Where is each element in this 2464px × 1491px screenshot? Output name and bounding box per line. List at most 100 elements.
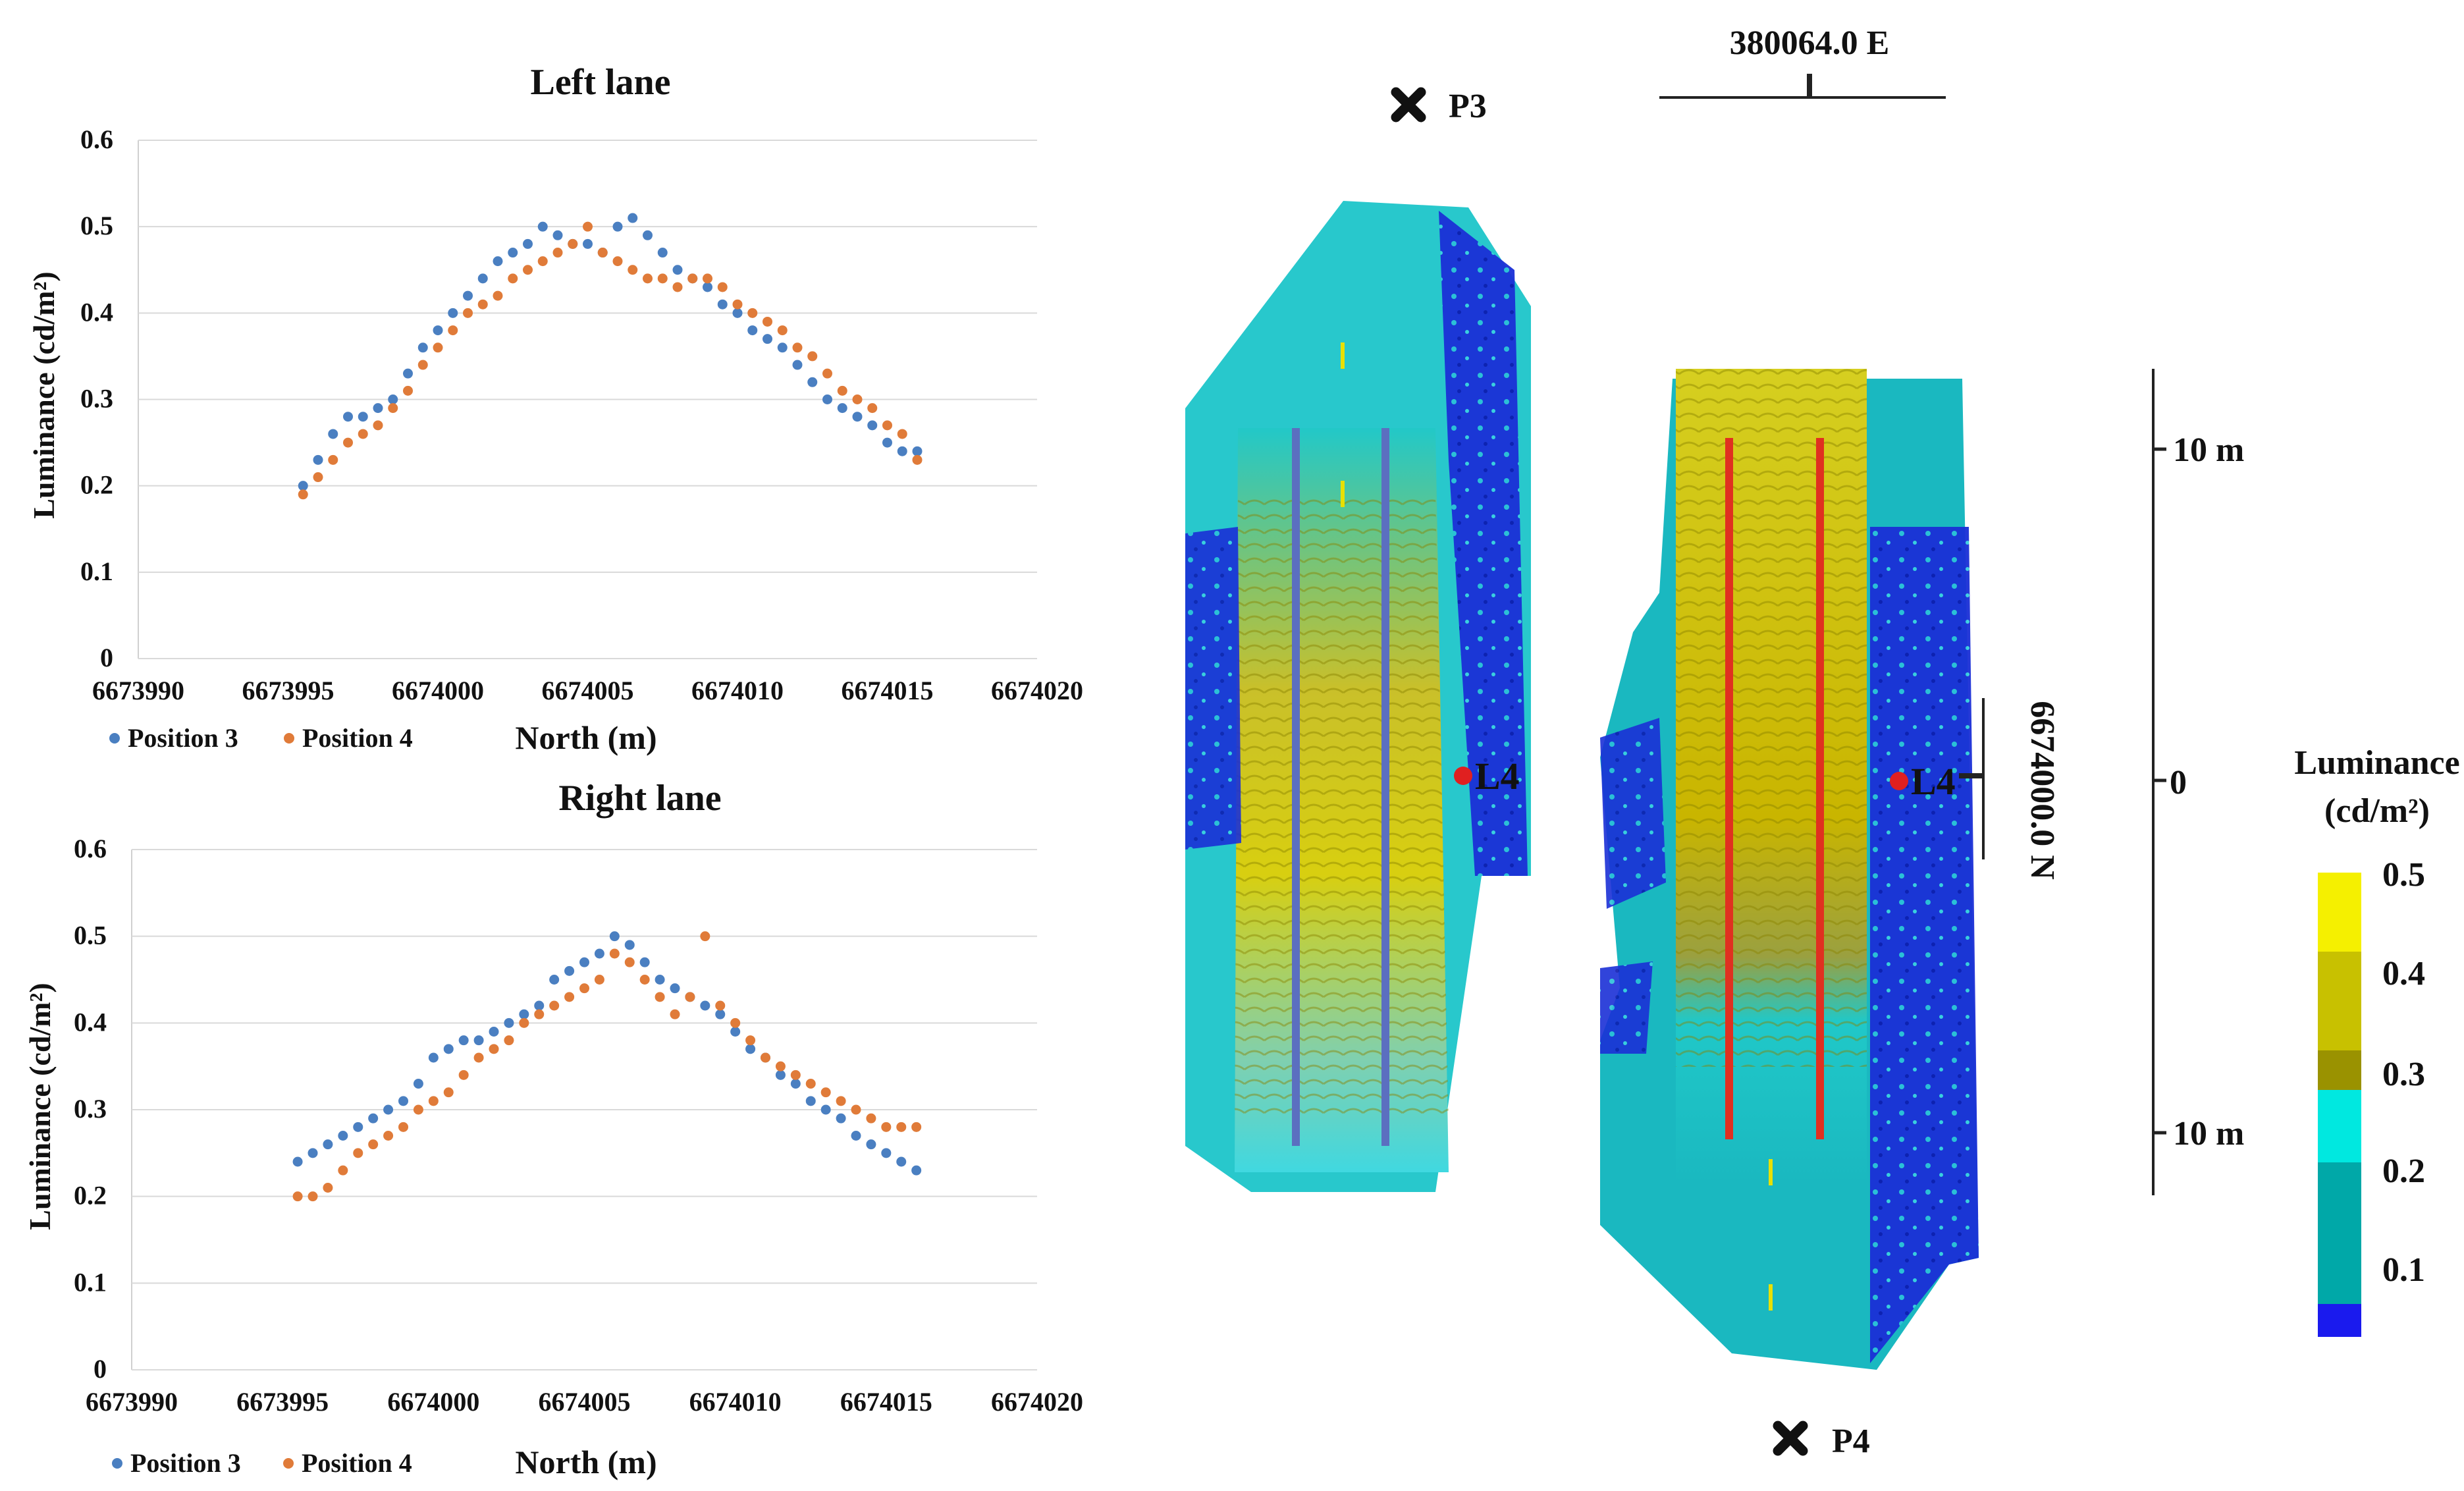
point-position-3 xyxy=(792,360,803,370)
point-position-3 xyxy=(717,299,728,310)
point-position-3 xyxy=(473,1035,484,1046)
y-tick-label: 0.5 xyxy=(74,921,107,950)
y-tick-label: 0.3 xyxy=(74,1094,107,1124)
point-position-4 xyxy=(837,385,847,396)
point-position-4 xyxy=(328,454,338,465)
point-position-3 xyxy=(670,983,680,994)
point-position-4 xyxy=(761,1052,770,1063)
point-position-4 xyxy=(655,992,665,1002)
center-mark xyxy=(1341,481,1345,507)
northing-label: 6674000.0 N xyxy=(2023,701,2061,880)
x-tick-label: 6674015 xyxy=(842,676,934,705)
point-position-4 xyxy=(897,429,907,439)
point-position-3 xyxy=(612,221,623,232)
l4-label: L4 xyxy=(1475,755,1520,798)
point-position-3 xyxy=(805,1096,816,1106)
point-position-4 xyxy=(537,256,548,267)
y-tick-label: 0.4 xyxy=(74,1007,107,1037)
l4-marker-left: L4 xyxy=(1454,755,1520,798)
scale-label-zero: 0 xyxy=(2170,764,2187,801)
point-position-3 xyxy=(313,454,323,465)
legend-marker-position-4 xyxy=(283,1458,294,1469)
point-position-3 xyxy=(822,394,832,404)
point-position-4 xyxy=(368,1139,379,1150)
point-position-3 xyxy=(643,230,653,240)
point-position-4 xyxy=(473,1052,484,1063)
point-position-4 xyxy=(851,1104,861,1115)
p4-label: P4 xyxy=(1832,1423,1870,1460)
legend: Position 3 Position 4 xyxy=(112,1448,412,1478)
point-position-4 xyxy=(657,273,668,284)
point-position-4 xyxy=(643,273,653,284)
point-position-4 xyxy=(493,290,503,301)
chart-title: Right lane xyxy=(558,778,721,819)
point-position-3 xyxy=(323,1139,333,1150)
point-position-3 xyxy=(583,238,593,249)
point-position-3 xyxy=(732,308,743,318)
y-tick-label: 0 xyxy=(100,643,113,672)
point-position-4 xyxy=(911,1122,922,1132)
point-position-3 xyxy=(523,238,533,249)
point-position-3 xyxy=(477,273,488,284)
x-tick-label: 6674020 xyxy=(991,1387,1083,1417)
point-position-3 xyxy=(715,1009,726,1019)
legend-label-position-4: Position 4 xyxy=(302,723,413,753)
grid xyxy=(131,849,1037,1370)
point-position-3 xyxy=(358,412,368,422)
y-tick-label: 0 xyxy=(94,1354,107,1384)
point-position-3 xyxy=(657,248,668,258)
colorbar-swatch xyxy=(2318,1050,2361,1090)
x-tick-label: 6674020 xyxy=(991,676,1083,705)
l4-marker-right: L4 xyxy=(1890,760,1956,803)
colorbar-tick-label: 0.2 xyxy=(2382,1152,2425,1190)
y-tick-label: 0.3 xyxy=(80,384,113,414)
y-tick-labels: 0 0.1 0.2 0.3 0.4 0.5 0.6 xyxy=(74,834,107,1384)
point-position-3 xyxy=(594,948,604,959)
y-axis-label: Luminance (cd/m²) xyxy=(23,983,57,1230)
cross-icon xyxy=(1773,1421,1808,1456)
point-position-4 xyxy=(822,368,832,379)
point-position-3 xyxy=(911,1165,922,1176)
x-tick-label: 6674015 xyxy=(840,1387,932,1417)
point-position-4 xyxy=(504,1035,514,1046)
cross-icon xyxy=(1391,87,1426,122)
point-position-3 xyxy=(368,1113,379,1124)
scan-lines xyxy=(1235,494,1449,1120)
point-position-4 xyxy=(552,248,563,258)
center-mark xyxy=(1769,1159,1773,1185)
point-position-3 xyxy=(398,1096,408,1106)
point-position-4 xyxy=(358,429,368,439)
point-position-3 xyxy=(609,931,620,942)
point-position-3 xyxy=(443,1044,454,1054)
point-position-3 xyxy=(338,1131,348,1141)
point-position-4 xyxy=(867,403,878,414)
luminance-map: P3 P4 L4 L4 380064.0 E 6674000.0 N xyxy=(1185,24,2460,1460)
point-position-3 xyxy=(897,446,907,456)
point-position-4 xyxy=(715,1000,726,1011)
point-position-4 xyxy=(790,1070,801,1080)
right-lane-chart: Right lane 00.10.20.30.40.50.6 6673990 66… xyxy=(23,778,1083,1480)
l4-label: L4 xyxy=(1911,760,1956,803)
point-position-4 xyxy=(700,931,710,942)
point-position-4 xyxy=(612,256,623,267)
legend-marker-position-3 xyxy=(112,1458,122,1469)
point-position-4 xyxy=(323,1183,333,1193)
point-position-3 xyxy=(836,1113,846,1124)
point-position-3 xyxy=(428,1052,439,1063)
x-axis-label: North (m) xyxy=(515,1444,656,1480)
point-position-4 xyxy=(912,454,923,465)
point-position-4 xyxy=(583,221,593,232)
colorbar-swatch xyxy=(2318,1162,2361,1304)
p3-label: P3 xyxy=(1449,88,1487,125)
point-position-4 xyxy=(703,273,712,284)
colorbar-tick-label: 0.5 xyxy=(2382,856,2425,894)
point-position-3 xyxy=(463,290,473,301)
point-position-4 xyxy=(685,992,695,1002)
point-position-4 xyxy=(609,948,620,959)
colorbar-swatch xyxy=(2318,1090,2361,1162)
point-position-4 xyxy=(448,325,458,336)
road-edge-low xyxy=(1185,527,1241,850)
point-position-4 xyxy=(477,299,488,310)
colorbar-swatch xyxy=(2318,952,2361,1050)
